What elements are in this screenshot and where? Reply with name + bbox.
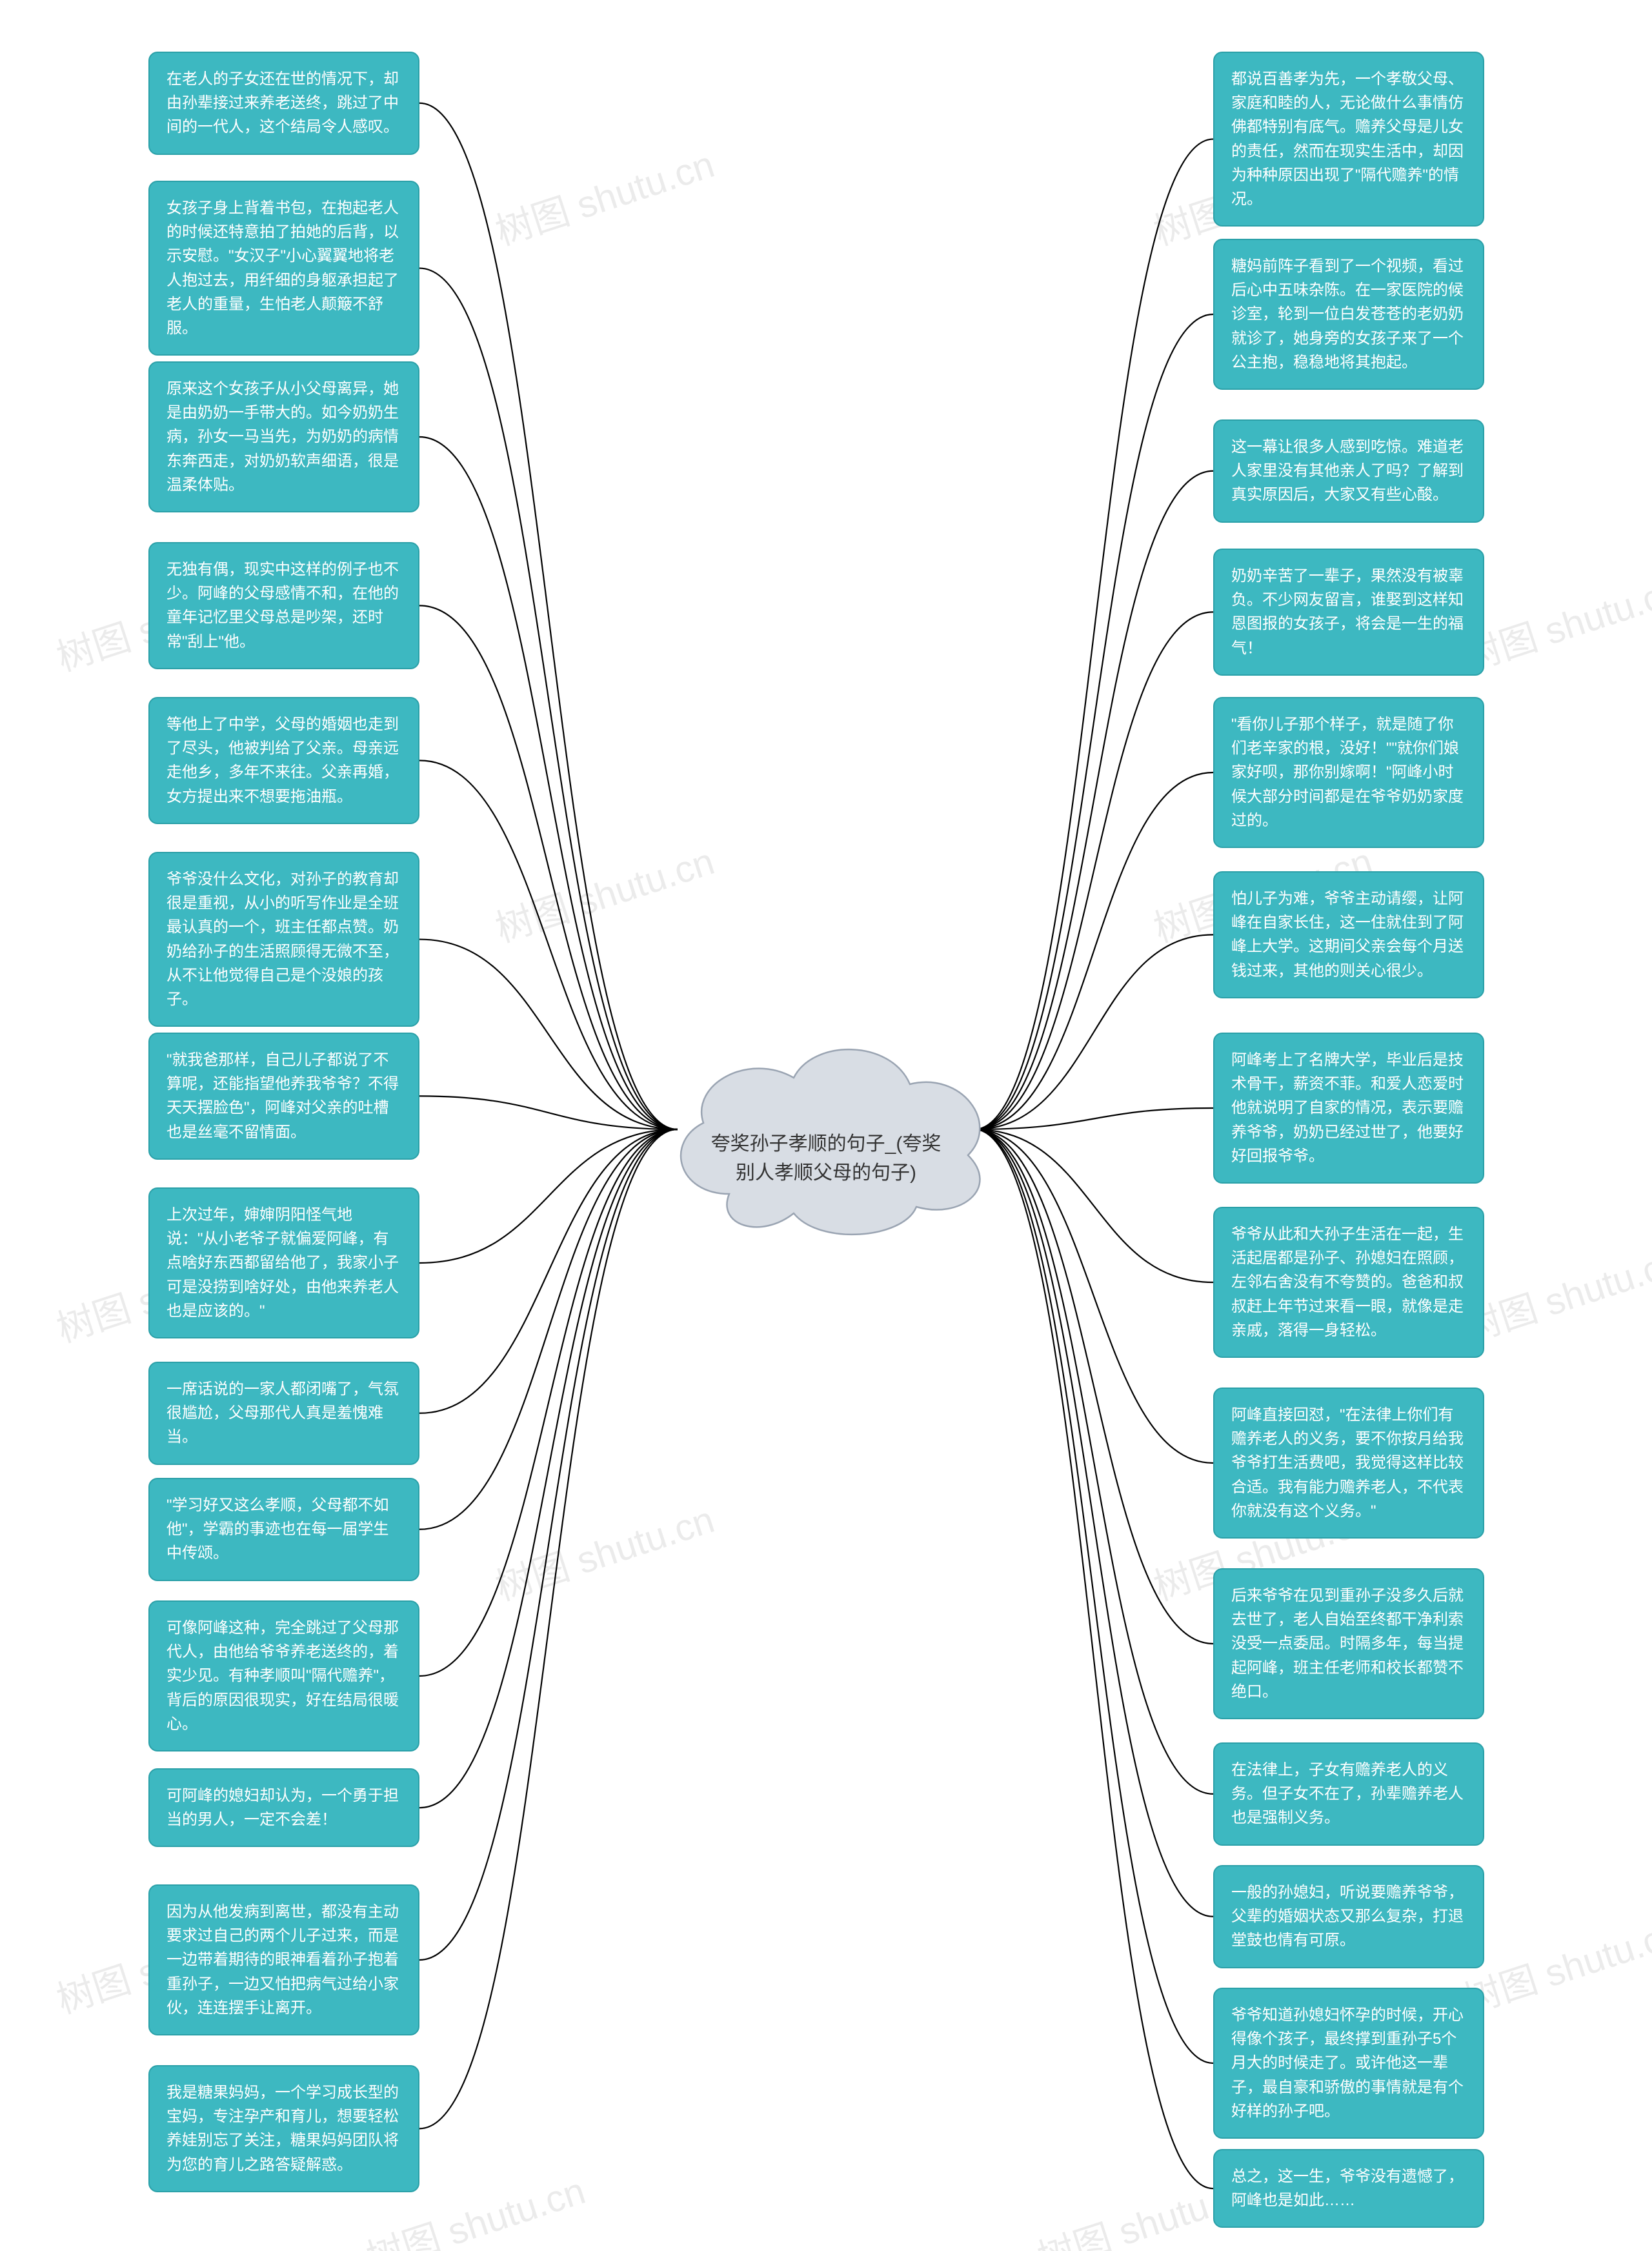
left-node: 等他上了中学，父母的婚姻也走到了尽头，他被判给了父亲。母亲远走他乡，多年不来往。… <box>148 697 419 824</box>
watermark: 树图 shutu.cn <box>488 134 720 256</box>
left-node: 我是糖果妈妈，一个学习成长型的宝妈，专注孕产和育儿，想要轻松养娃别忘了关注，糖果… <box>148 2065 419 2192</box>
left-node: "就我爸那样，自己儿子都说了不算呢，还能指望他养我爷爷？不得天天摆脸色"，阿峰对… <box>148 1033 419 1160</box>
left-node: 可像阿峰这种，完全跳过了父母那代人，由他给爷爷养老送终的，着实少见。有种孝顺叫"… <box>148 1600 419 1751</box>
center-node: 夸奖孙子孝顺的句子_(夸奖别人孝顺父母的句子) <box>652 1013 1000 1246</box>
left-node: 女孩子身上背着书包，在抱起老人的时候还特意拍了拍她的后背，以示安慰。"女汉子"小… <box>148 181 419 356</box>
right-node: 怕儿子为难，爷爷主动请缨，让阿峰在自家长住，这一住就住到了阿峰上大学。这期间父亲… <box>1213 871 1484 998</box>
right-node: 糖妈前阵子看到了一个视频，看过后心中五味杂陈。在一家医院的候诊室，轮到一位白发苍… <box>1213 239 1484 390</box>
watermark: 树图 shutu.cn <box>1456 560 1652 681</box>
watermark: 树图 shutu.cn <box>1456 1903 1652 2024</box>
center-title: 夸奖孙子孝顺的句子_(夸奖别人孝顺父母的句子) <box>703 1129 949 1187</box>
right-node: "看你儿子那个样子，就是随了你们老辛家的根，没好！""就你们娘家好呗，那你别嫁啊… <box>1213 697 1484 848</box>
left-node: 无独有偶，现实中这样的例子也不少。阿峰的父母感情不和，在他的童年记忆里父母总是吵… <box>148 542 419 669</box>
left-node: 因为从他发病到离世，都没有主动要求过自己的两个儿子过来，而是一边带着期待的眼神看… <box>148 1884 419 2035</box>
watermark: 树图 shutu.cn <box>1456 1231 1652 1353</box>
right-node: 阿峰直接回怼，"在法律上你们有赡养老人的义务，要不你按月给我爷爷打生活费吧，我觉… <box>1213 1388 1484 1539</box>
right-node: 这一幕让很多人感到吃惊。难道老人家里没有其他亲人了吗？了解到真实原因后，大家又有… <box>1213 419 1484 523</box>
left-node: 上次过年，婶婶阴阳怪气地说："从小老爷子就偏爱阿峰，有点啥好东西都留给他了，我家… <box>148 1187 419 1338</box>
watermark: 树图 shutu.cn <box>488 831 720 953</box>
left-node: "学习好又这么孝顺，父母都不如他"，学霸的事迹也在每一届学生中传颂。 <box>148 1478 419 1581</box>
right-node: 在法律上，子女有赡养老人的义务。但子女不在了，孙辈赡养老人也是强制义务。 <box>1213 1742 1484 1846</box>
left-node: 可阿峰的媳妇却认为，一个勇于担当的男人，一定不会差！ <box>148 1768 419 1847</box>
right-node: 后来爷爷在见到重孙子没多久后就去世了，老人自始至终都干净利索没受一点委屈。时隔多… <box>1213 1568 1484 1719</box>
right-node: 总之，这一生，爷爷没有遗憾了，阿峰也是如此…… <box>1213 2149 1484 2228</box>
left-node: 原来这个女孩子从小父母离异，她是由奶奶一手带大的。如今奶奶生病，孙女一马当先，为… <box>148 361 419 512</box>
right-node: 爷爷知道孙媳妇怀孕的时候，开心得像个孩子，最终撑到重孙子5个月大的时候走了。或许… <box>1213 1988 1484 2139</box>
right-node: 都说百善孝为先，一个孝敬父母、家庭和睦的人，无论做什么事情仿佛都特别有底气。赡养… <box>1213 52 1484 227</box>
right-node: 阿峰考上了名牌大学，毕业后是技术骨干，薪资不菲。和爱人恋爱时他就说明了自家的情况… <box>1213 1033 1484 1184</box>
right-node: 一般的孙媳妇，听说要赡养爷爷，父辈的婚姻状态又那么复杂，打退堂鼓也情有可原。 <box>1213 1865 1484 1968</box>
right-node: 奶奶辛苦了一辈子，果然没有被辜负。不少网友留言，谁娶到这样知恩图报的女孩子，将会… <box>1213 549 1484 676</box>
left-node: 爷爷没什么文化，对孙子的教育却很是重视，从小的听写作业是全班最认真的一个，班主任… <box>148 852 419 1027</box>
watermark: 树图 shutu.cn <box>488 1489 720 1611</box>
right-node: 爷爷从此和大孙子生活在一起，生活起居都是孙子、孙媳妇在照顾，左邻右舍没有不夸赞的… <box>1213 1207 1484 1358</box>
left-node: 一席话说的一家人都闭嘴了，气氛很尴尬，父母那代人真是羞愧难当。 <box>148 1362 419 1465</box>
left-node: 在老人的子女还在世的情况下，却由孙辈接过来养老送终，跳过了中间的一代人，这个结局… <box>148 52 419 155</box>
